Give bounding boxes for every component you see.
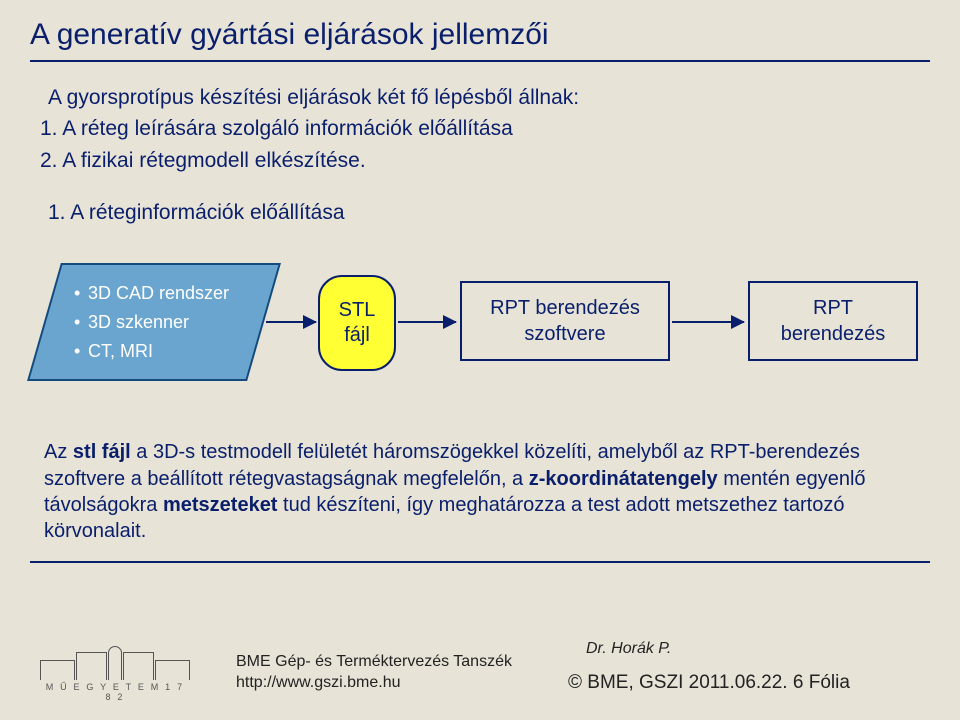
body-paragraph: Az stl fájl a 3D-s testmodell felületét … bbox=[0, 403, 960, 545]
arrow-icon bbox=[672, 321, 744, 323]
flow-block1-line1: 3D CAD rendszer bbox=[88, 283, 229, 303]
logo-building-icon bbox=[40, 646, 190, 680]
flow-block3-line2: szoftvere bbox=[524, 321, 605, 347]
bullet-icon: • bbox=[74, 308, 88, 337]
bullet-icon: • bbox=[74, 279, 88, 308]
divider-bottom bbox=[30, 561, 930, 563]
flow-block-stl: STL fájl bbox=[318, 275, 396, 371]
flowchart: •3D CAD rendszer •3D szkenner •CT, MRI S… bbox=[0, 253, 960, 403]
footer: M Ű E G Y E T E M 1 7 8 2 BME Gép- és Te… bbox=[0, 636, 960, 708]
speaker-name: Dr. Horák P. bbox=[586, 640, 671, 658]
body-b3: metszeteket bbox=[163, 494, 278, 516]
flow-block3-line1: RPT berendezés bbox=[490, 295, 640, 321]
flow-block1-line3: CT, MRI bbox=[88, 341, 153, 361]
flow-block4-line2: berendezés bbox=[781, 321, 886, 347]
copyright: © BME, GSZI 2011.06.22. 6 Fólia bbox=[568, 672, 850, 694]
intro-text: A gyorsprotípus készítési eljárások két … bbox=[0, 62, 960, 112]
department-info: BME Gép- és Terméktervezés Tanszék http:… bbox=[236, 652, 512, 694]
body-t1: Az bbox=[44, 441, 73, 463]
arrow-icon bbox=[398, 321, 456, 323]
dept-line1: BME Gép- és Terméktervezés Tanszék bbox=[236, 652, 512, 673]
body-b1: stl fájl bbox=[73, 441, 131, 463]
flow-block-inputs: •3D CAD rendszer •3D szkenner •CT, MRI bbox=[27, 263, 281, 381]
bullet-icon: • bbox=[74, 337, 88, 366]
flow-block4-line1: RPT bbox=[813, 295, 853, 321]
arrow-icon bbox=[266, 321, 316, 323]
body-b2: z-koordinátatengely bbox=[529, 468, 718, 490]
flow-block-device: RPT berendezés bbox=[748, 281, 918, 361]
dept-line2: http://www.gszi.bme.hu bbox=[236, 673, 512, 694]
page-title: A generatív gyártási eljárások jellemzői bbox=[30, 18, 930, 52]
logo-text: M Ű E G Y E T E M 1 7 8 2 bbox=[40, 682, 190, 702]
flow-block-software: RPT berendezés szoftvere bbox=[460, 281, 670, 361]
step-2: 2. A fizikai rétegmodell elkészítése. bbox=[40, 146, 960, 175]
section-label: 1. A réteginformációk előállítása bbox=[0, 175, 960, 225]
flow-block1-line2: 3D szkenner bbox=[88, 312, 189, 332]
flow-block2-line1: STL bbox=[339, 298, 376, 323]
flow-block2-line2: fájl bbox=[339, 323, 376, 348]
step-1: 1. A réteg leírására szolgáló információ… bbox=[40, 114, 960, 143]
university-logo: M Ű E G Y E T E M 1 7 8 2 bbox=[40, 646, 190, 702]
